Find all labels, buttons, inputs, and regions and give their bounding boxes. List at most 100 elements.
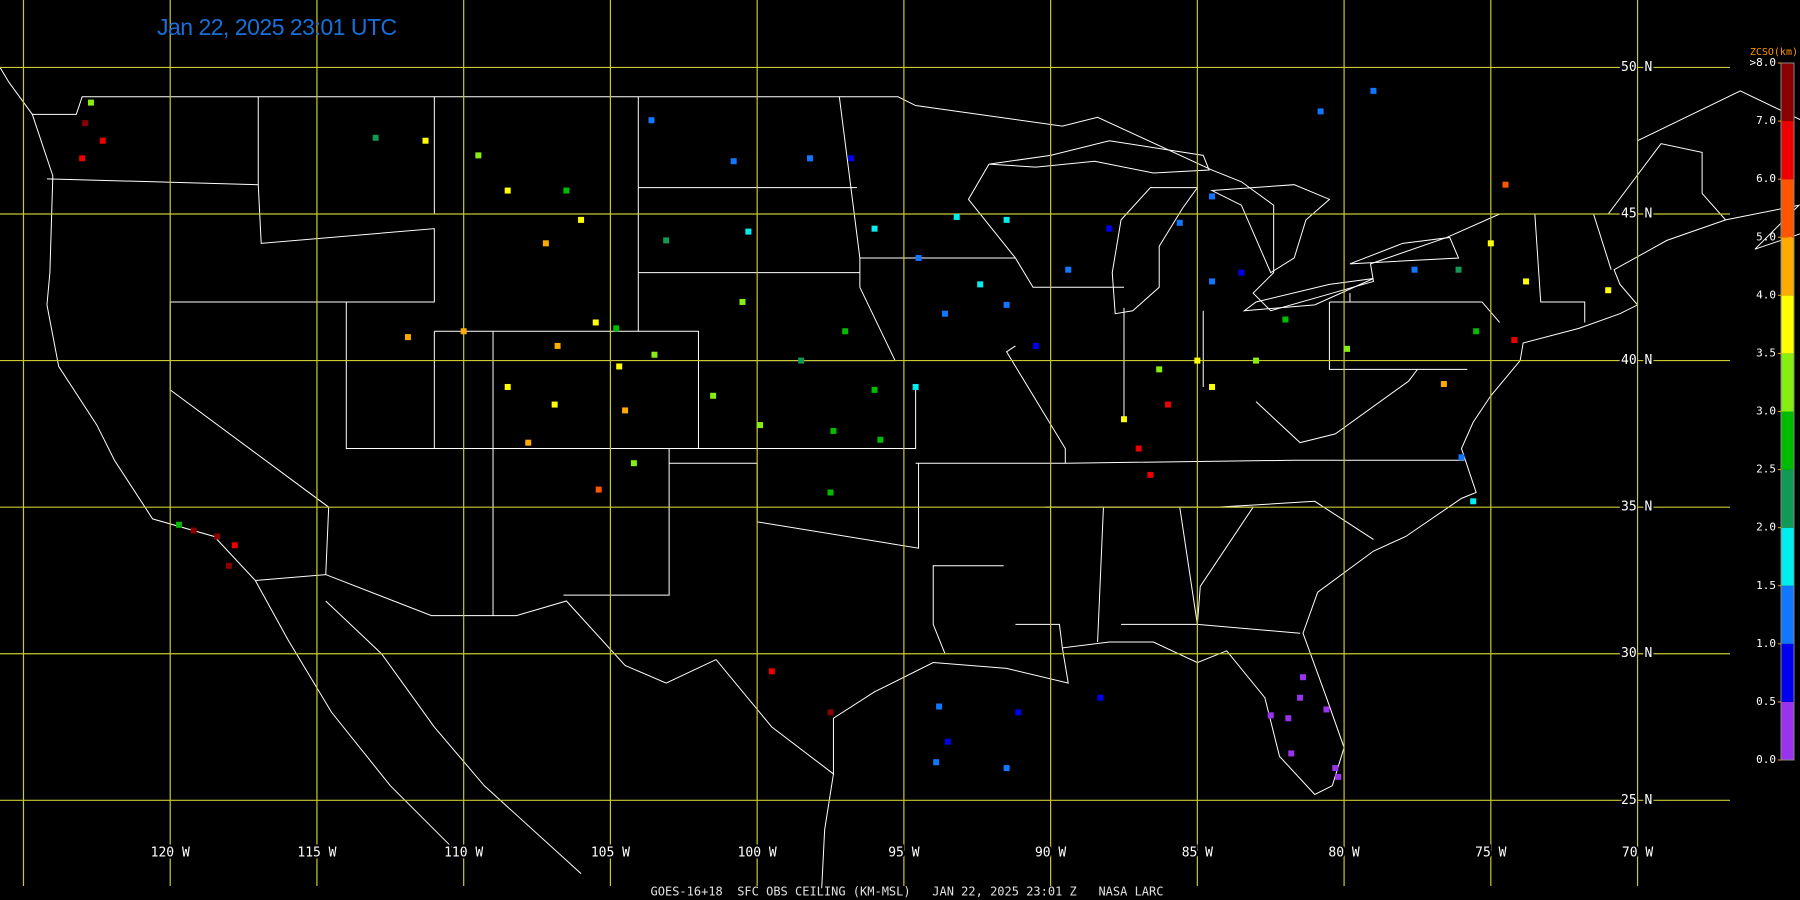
lon-label: 100 W xyxy=(738,846,777,861)
observation xyxy=(877,436,884,443)
observation xyxy=(1282,316,1289,323)
observation xyxy=(915,254,922,261)
observation xyxy=(1003,765,1010,772)
colorbar-segment xyxy=(1781,643,1794,702)
colorbar-segment xyxy=(1781,527,1794,586)
lon-label: 85 W xyxy=(1182,846,1213,861)
colorbar-segment xyxy=(1781,179,1794,238)
observation xyxy=(595,486,602,493)
observation xyxy=(504,383,511,390)
colorbar-label: 5.0 xyxy=(1756,230,1776,243)
colorbar-segment xyxy=(1781,701,1794,760)
observation xyxy=(1487,240,1494,247)
observation xyxy=(936,703,943,710)
observation xyxy=(1253,357,1260,364)
colorbar-label: >8.0 xyxy=(1750,56,1777,69)
observation xyxy=(1209,193,1216,200)
graticule: 25 N 30 N 35 N 40 N 45 N 50 N 120 W 115 W 110 W 1… xyxy=(0,0,1730,886)
observation xyxy=(1003,301,1010,308)
observation xyxy=(551,401,558,408)
observation xyxy=(806,155,813,162)
observation xyxy=(1300,674,1307,681)
observation xyxy=(663,237,670,244)
observation xyxy=(372,134,379,141)
observation xyxy=(214,533,221,540)
observation xyxy=(1120,416,1127,423)
lat-label: 25 N xyxy=(1621,793,1652,808)
us-outline xyxy=(32,97,1725,795)
observation xyxy=(1176,219,1183,226)
observation xyxy=(1470,498,1477,505)
observation xyxy=(225,562,232,569)
observations xyxy=(79,87,1612,780)
observation xyxy=(1032,342,1039,349)
observation xyxy=(1317,108,1324,115)
observation xyxy=(798,357,805,364)
lat-label: 30 N xyxy=(1621,646,1652,661)
observation xyxy=(827,489,834,496)
observation xyxy=(404,334,411,341)
observation xyxy=(1135,445,1142,452)
observation xyxy=(941,310,948,317)
observation xyxy=(1209,383,1216,390)
observation xyxy=(768,668,775,675)
colorbar-label: 2.5 xyxy=(1756,463,1776,476)
colorbar-segment xyxy=(1781,411,1794,470)
observation xyxy=(99,137,106,144)
observation xyxy=(848,155,855,162)
colorbar-label: 7.0 xyxy=(1756,114,1776,127)
observation xyxy=(1097,694,1104,701)
colorbar-segment xyxy=(1781,353,1794,412)
observation xyxy=(578,216,585,223)
observation xyxy=(1323,706,1330,713)
colorbar-label: 4.0 xyxy=(1756,288,1776,301)
observation xyxy=(1209,278,1216,285)
observation xyxy=(1238,269,1245,276)
observation xyxy=(710,392,717,399)
colorbar-label: 0.5 xyxy=(1756,695,1776,708)
observation xyxy=(1285,715,1292,722)
lon-label: 115 W xyxy=(297,846,336,861)
colorbar-label: 1.0 xyxy=(1756,637,1776,650)
colorbar-label: 0.0 xyxy=(1756,753,1776,766)
lon-label: 120 W xyxy=(151,846,190,861)
observation xyxy=(1065,266,1072,273)
observation xyxy=(1297,694,1304,701)
observation xyxy=(1332,765,1339,772)
observation xyxy=(82,120,89,127)
colorbar-label: 3.0 xyxy=(1756,405,1776,418)
observation xyxy=(842,328,849,335)
observation xyxy=(554,342,561,349)
footer: GOES-16+18 SFC OBS CEILING (KM-MSL) JAN … xyxy=(651,885,1164,899)
observation xyxy=(1455,266,1462,273)
observation xyxy=(739,298,746,305)
observation xyxy=(613,325,620,332)
lon-label: 75 W xyxy=(1475,846,1506,861)
observation xyxy=(651,351,658,358)
colorbar-label: 3.5 xyxy=(1756,346,1776,359)
observation xyxy=(953,213,960,220)
observation xyxy=(504,187,511,194)
lat-label: 40 N xyxy=(1621,353,1652,368)
observation xyxy=(1370,87,1377,94)
colorbar-segment xyxy=(1781,295,1794,354)
mexico-coast xyxy=(255,580,833,888)
lon-label: 95 W xyxy=(888,846,919,861)
observation xyxy=(1003,216,1010,223)
colorbar-segment xyxy=(1781,63,1794,122)
colorbar-segment xyxy=(1781,469,1794,528)
observation xyxy=(757,422,764,429)
observation xyxy=(1473,328,1480,335)
lon-label: 110 W xyxy=(444,846,483,861)
title: Jan 22, 2025 23:01 UTC xyxy=(157,14,397,40)
colorbar-label: 1.5 xyxy=(1756,579,1776,592)
colorbar-segment xyxy=(1781,585,1794,644)
observation xyxy=(190,527,197,534)
observation xyxy=(542,240,549,247)
lon-label: 90 W xyxy=(1035,846,1066,861)
observation xyxy=(1411,266,1418,273)
observation xyxy=(616,363,623,370)
observation xyxy=(1511,337,1518,344)
observation xyxy=(830,427,837,434)
